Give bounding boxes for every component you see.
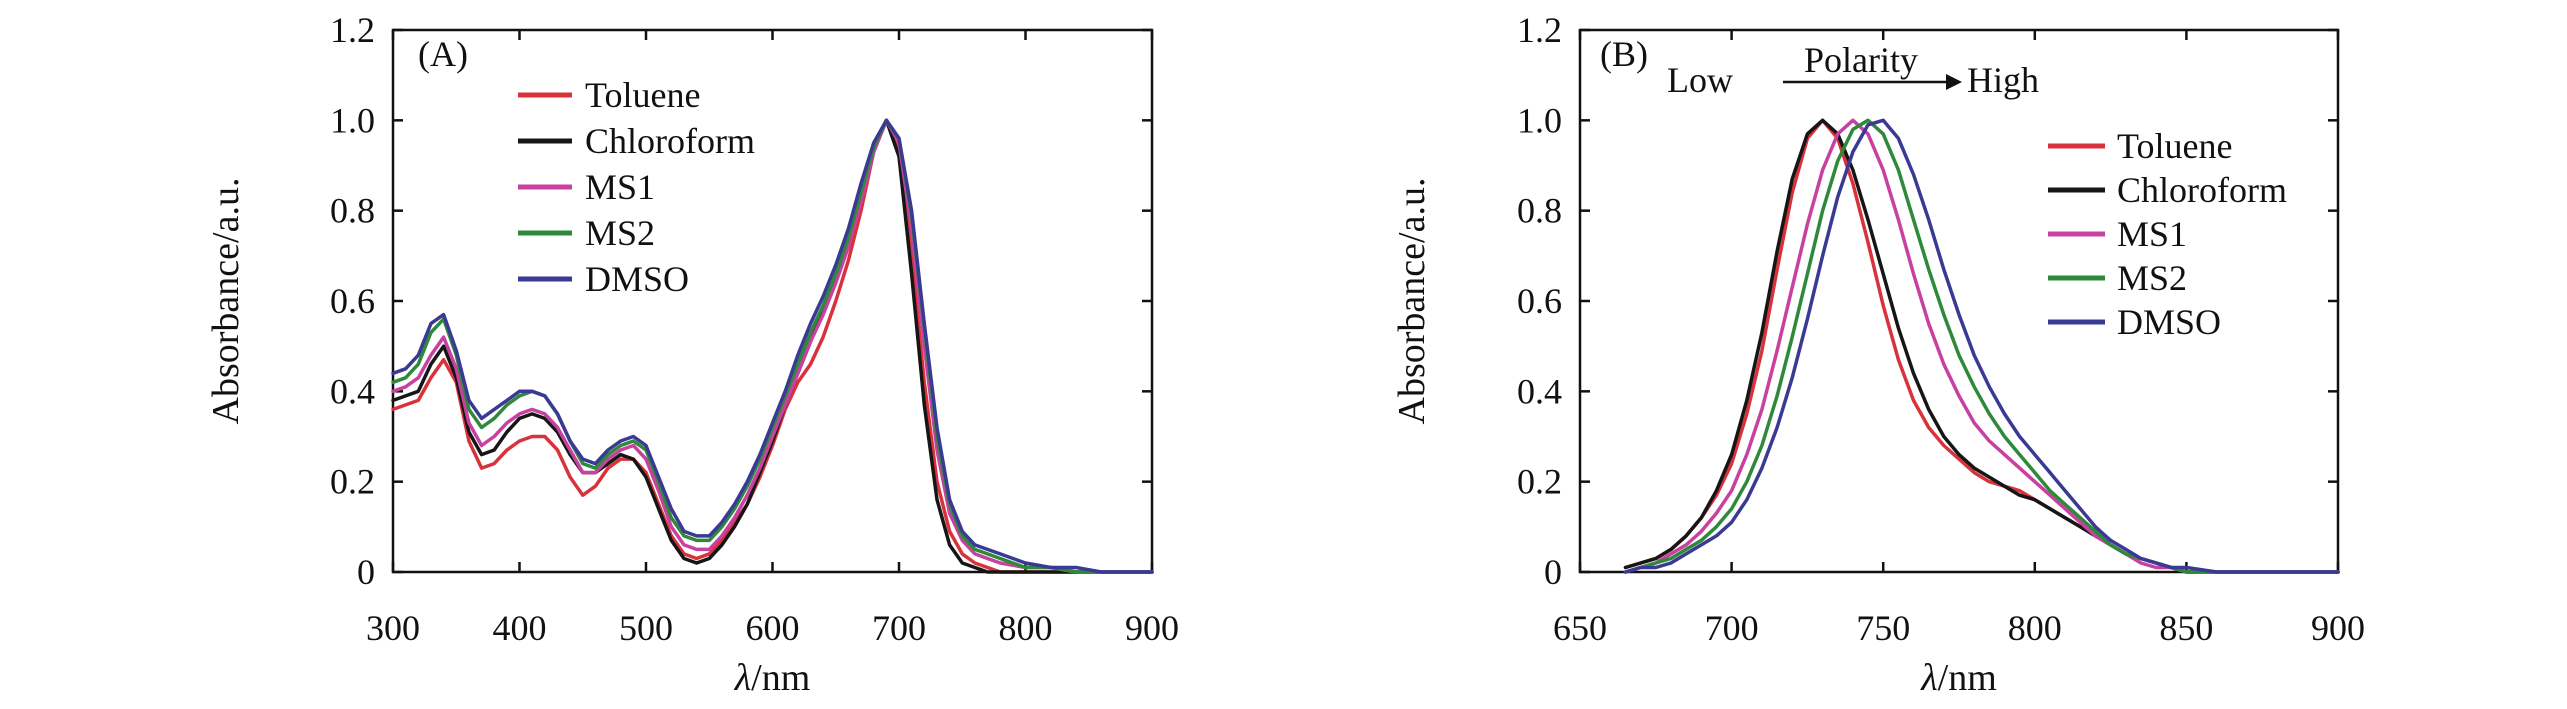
x-tick-label: 600: [746, 608, 800, 648]
polarity-arrow-head-icon: [1946, 74, 1962, 90]
x-axis-label: λ/nm: [734, 657, 811, 699]
y-axis-label: Absorbance/a.u.: [1391, 178, 1433, 425]
x-tick-label: 750: [1856, 608, 1910, 648]
series-line-toluene: [391, 118, 1154, 574]
y-tick-label: 1.2: [1517, 10, 1562, 50]
x-tick-label: 800: [999, 608, 1053, 648]
x-tick-label: 700: [872, 608, 926, 648]
x-tick-label: 900: [2311, 608, 2365, 648]
y-axis-label: Absorbance/a.u.: [205, 178, 247, 425]
legend-label-dmso: DMSO: [2117, 302, 2221, 342]
y-tick-label: 0.6: [330, 281, 375, 321]
x-tick-label: 850: [2159, 608, 2213, 648]
y-tick-label: 0.2: [330, 462, 375, 502]
x-axis-label: λ/nm: [1920, 657, 1997, 699]
y-tick-label: 0.8: [330, 191, 375, 231]
x-tick-label: 900: [1125, 608, 1179, 648]
panel-label: (A): [418, 34, 468, 74]
x-tick-label: 700: [1705, 608, 1759, 648]
y-tick-label: 0.2: [1517, 462, 1562, 502]
y-tick-label: 1.2: [330, 10, 375, 50]
panel-label: (B): [1600, 34, 1648, 74]
legend-label-ms1: MS1: [585, 167, 655, 207]
annotation-high: High: [1967, 60, 2039, 100]
legend-label-ms2: MS2: [2117, 258, 2187, 298]
y-tick-label: 1.0: [330, 100, 375, 140]
y-tick-label: 0: [1544, 552, 1562, 592]
annotation-low: Low: [1667, 60, 1733, 100]
y-tick-label: 0.6: [1517, 281, 1562, 321]
legend-label-chloroform: Chloroform: [2117, 170, 2287, 210]
y-tick-label: 0.4: [330, 371, 375, 411]
series-line-dmso: [1623, 118, 2340, 574]
series-line-ms1: [391, 118, 1154, 574]
x-axis-symbol: λ: [734, 657, 751, 699]
series-line-ms2: [391, 118, 1154, 574]
legend-label-ms1: MS1: [2117, 214, 2187, 254]
legend-label-dmso: DMSO: [585, 259, 689, 299]
y-tick-label: 1.0: [1517, 100, 1562, 140]
legend-label-toluene: Toluene: [585, 75, 700, 115]
annotation-polarity: Polarity: [1804, 40, 1918, 80]
x-tick-label: 650: [1553, 608, 1607, 648]
panel-b: 650 700 750 800 850 900 0 0.2 0.4 0.6 0.8 1.0 1.2 Tol…: [1391, 10, 2365, 699]
series-line-chloroform: [391, 118, 1154, 574]
series-line-dmso: [391, 118, 1154, 574]
x-tick-label: 800: [2008, 608, 2062, 648]
y-tick-label: 0: [357, 552, 375, 592]
y-tick-label: 0.4: [1517, 371, 1562, 411]
series-line-ms1: [1623, 118, 2340, 574]
x-tick-label: 300: [366, 608, 420, 648]
x-tick-label: 400: [493, 608, 547, 648]
legend-label-ms2: MS2: [585, 213, 655, 253]
y-tick-label: 0.8: [1517, 191, 1562, 231]
x-tick-label: 500: [619, 608, 673, 648]
legend-label-toluene: Toluene: [2117, 126, 2232, 166]
panel-a: 300 400 500 600 700 800 900 0 0.2 0.4 0.6 0.8 1.0 1.2…: [205, 10, 1179, 699]
x-axis-unit: /nm: [1938, 657, 1997, 699]
x-axis-unit: /nm: [751, 657, 810, 699]
legend-label-chloroform: Chloroform: [585, 121, 755, 161]
x-axis-symbol: λ: [1920, 657, 1937, 699]
